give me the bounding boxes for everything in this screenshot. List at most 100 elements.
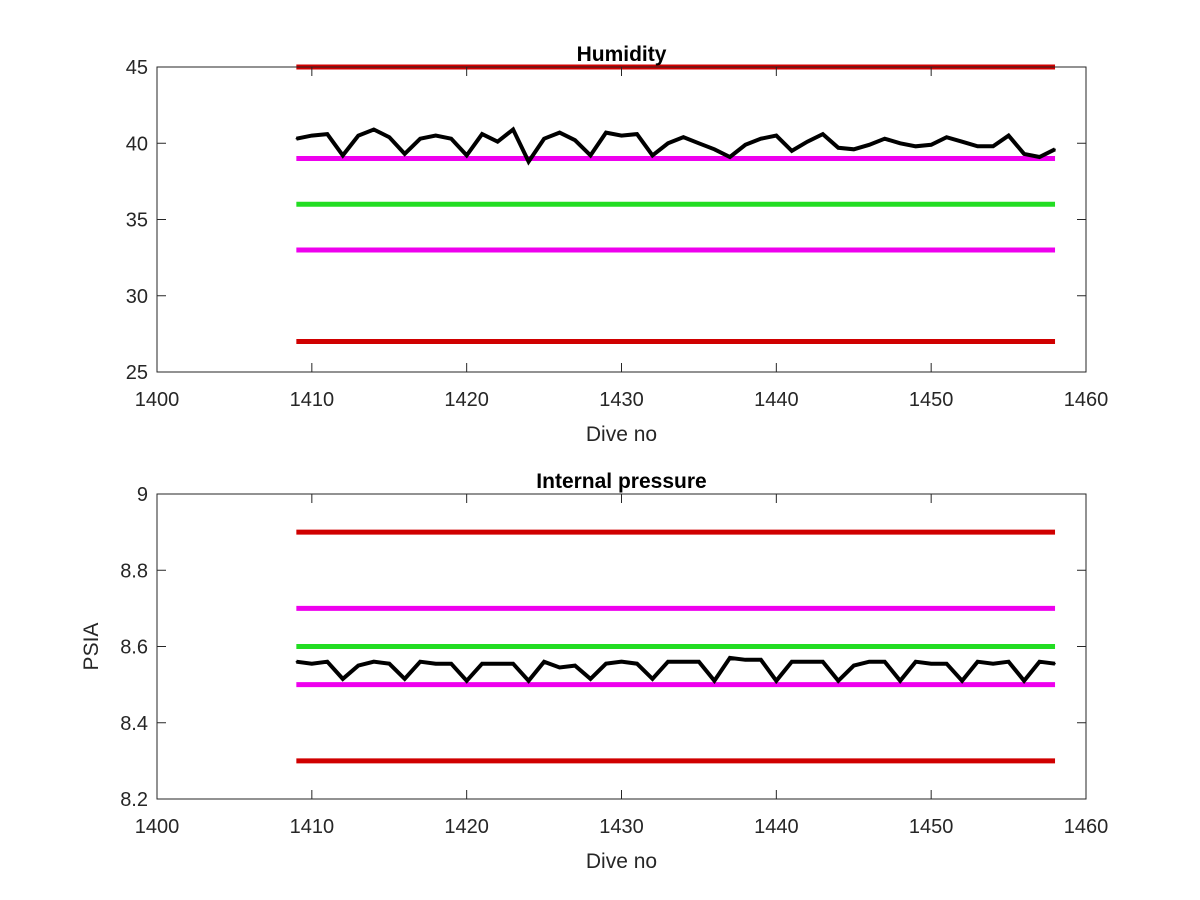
pressure-y-tick-label: 8.4: [120, 713, 148, 735]
humidity-data-point: [651, 154, 654, 157]
humidity-data-point: [1054, 148, 1056, 151]
humidity-data-point: [512, 128, 514, 131]
humidity-data-point: [821, 133, 824, 135]
pressure-x-axis-label: Dive no: [586, 850, 657, 873]
pressure-data-point: [821, 660, 824, 663]
humidity-title: Humidity: [577, 43, 667, 66]
pressure-data-point: [1054, 662, 1056, 665]
humidity-chart: 1400 1410 1420 1430 1440 1450 1460 25 30 35 40 45 Hu…: [126, 43, 1109, 446]
pressure-data-point: [481, 662, 483, 665]
humidity-data-point: [620, 134, 623, 137]
pressure-x-tick-label: 1440: [754, 816, 799, 838]
humidity-data-point: [868, 143, 871, 146]
pressure-chart: 1400 1410 1420 1430 1440 1450 1460 8.2 8.4 8.6 8.8…: [80, 470, 1108, 873]
pressure-data-point: [930, 662, 932, 665]
humidity-y-tick-label: 45: [126, 57, 148, 79]
humidity-x-axis-label: Dive no: [586, 423, 657, 446]
pressure-data-point: [852, 664, 855, 667]
pressure-data-point: [883, 660, 886, 663]
pressure-data-point: [682, 660, 685, 663]
humidity-data-point: [357, 134, 360, 137]
pressure-data-line-0: [296, 655, 1056, 685]
humidity-data-point: [837, 147, 840, 149]
humidity-x-tick-label: 1440: [754, 389, 799, 411]
pressure-data-point: [945, 662, 948, 665]
humidity-data-point: [930, 143, 932, 146]
humidity-data-point: [342, 154, 344, 157]
pressure-data-point: [899, 680, 901, 682]
pressure-data-point: [589, 678, 592, 680]
humidity-data-point: [419, 137, 422, 140]
humidity-x-tick-label: 1450: [909, 389, 954, 411]
pressure-data-point: [713, 680, 716, 682]
humidity-data-point: [496, 140, 499, 143]
humidity-data-point: [698, 142, 700, 145]
humidity-data-point: [558, 131, 561, 134]
humidity-x-tick-label: 1430: [599, 389, 644, 411]
humidity-data-point: [945, 136, 948, 138]
pressure-y-tick-label: 8.6: [120, 637, 148, 659]
pressure-x-tick-label: 1460: [1064, 816, 1109, 838]
humidity-data-point: [1038, 156, 1041, 158]
pressure-data-point: [698, 660, 700, 663]
pressure-y-axis-label: PSIA: [80, 623, 103, 671]
humidity-data-point: [372, 128, 375, 131]
humidity-data-point: [1023, 153, 1025, 155]
humidity-data-point: [527, 160, 530, 163]
pressure-data-point: [574, 664, 576, 667]
pressure-data-point: [311, 662, 313, 665]
humidity-y-tick-label: 40: [126, 133, 148, 155]
pressure-data-point: [651, 678, 654, 680]
pressure-data-point: [992, 662, 994, 665]
humidity-data-point: [914, 145, 917, 148]
humidity-data-point: [667, 142, 669, 145]
humidity-data-point: [760, 137, 762, 140]
humidity-x-tick-label: 1460: [1064, 389, 1109, 411]
humidity-data-point: [713, 148, 716, 151]
humidity-data-point: [450, 137, 452, 140]
pressure-title: Internal pressure: [536, 470, 706, 493]
humidity-x-tick-label: 1410: [290, 389, 335, 411]
humidity-data-point: [744, 143, 747, 146]
pressure-data-point: [1007, 660, 1010, 663]
humidity-data-line-0: [296, 126, 1056, 166]
humidity-data-point: [295, 137, 298, 140]
humidity-data-point: [403, 153, 406, 155]
pressure-data-point: [868, 660, 871, 663]
pressure-data-point: [512, 662, 514, 665]
pressure-data-point: [667, 660, 669, 663]
pressure-data-point: [791, 660, 793, 663]
humidity-data-point: [791, 150, 793, 152]
pressure-x-tick-label: 1410: [290, 816, 335, 838]
humidity-data-point: [976, 145, 979, 148]
humidity-data-point: [434, 134, 437, 137]
pressure-data-point: [403, 678, 406, 680]
humidity-data-point: [992, 145, 994, 148]
humidity-data-point: [775, 134, 778, 137]
humidity-data-point: [682, 136, 685, 138]
pressure-x-tick-label: 1450: [909, 816, 954, 838]
pressure-data-point: [419, 660, 422, 663]
pressure-data-point: [372, 660, 375, 663]
pressure-y-tick-label: 8.8: [120, 560, 148, 582]
humidity-data-point: [852, 148, 855, 151]
pressure-data-point: [620, 660, 623, 663]
humidity-data-point: [883, 137, 886, 140]
pressure-data-point: [1038, 660, 1041, 663]
pressure-data-point: [976, 660, 979, 663]
pressure-data-point: [806, 660, 809, 663]
pressure-data-point: [342, 678, 344, 680]
pressure-data-point: [450, 662, 452, 665]
humidity-data-point: [543, 137, 545, 140]
humidity-data-point: [311, 134, 313, 137]
humidity-data-point: [605, 131, 607, 134]
pressure-x-tick-label: 1400: [135, 816, 180, 838]
pressure-data-point: [388, 662, 391, 665]
humidity-data-point: [806, 140, 809, 143]
pressure-data-point: [357, 664, 360, 667]
pressure-x-tick-label: 1420: [444, 816, 489, 838]
pressure-data-point: [496, 662, 499, 665]
humidity-y-tick-label: 35: [126, 210, 148, 232]
pressure-x-tick-label: 1430: [599, 816, 644, 838]
